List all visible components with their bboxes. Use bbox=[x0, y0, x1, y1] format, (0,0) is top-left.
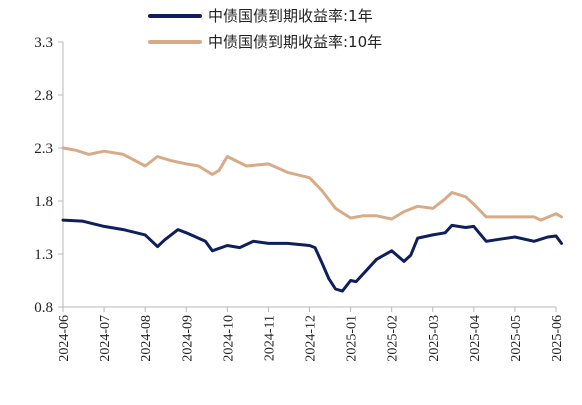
y-tick-label: 3.3 bbox=[34, 35, 53, 51]
x-tick-label: 2024-08 bbox=[139, 315, 154, 362]
x-tick-label: 2024-07 bbox=[98, 315, 113, 362]
y-tick-label: 0.8 bbox=[34, 300, 53, 316]
x-tick-label: 2025-06 bbox=[550, 315, 565, 362]
x-tick-label: 2025-03 bbox=[427, 315, 442, 362]
y-tick-label: 2.3 bbox=[34, 141, 53, 157]
x-tick-label: 2024-10 bbox=[221, 315, 236, 362]
x-tick-label: 2024-12 bbox=[304, 315, 319, 362]
legend-label-1y: 中债国债到期收益率:1年 bbox=[208, 7, 373, 25]
y-tick-label: 1.8 bbox=[34, 194, 53, 210]
axes: 3.3 2.8 2.3 1.8 1.3 0.8 2024-06 2024-07 2024-08 2… bbox=[34, 35, 565, 362]
x-tick-label: 2025-05 bbox=[509, 315, 524, 362]
x-tick-label: 2025-04 bbox=[468, 315, 483, 362]
x-tick-label: 2024-09 bbox=[180, 315, 195, 362]
y-tick-label: 2.8 bbox=[34, 88, 53, 104]
y-tick-label: 1.3 bbox=[34, 247, 53, 263]
legend-label-10y: 中债国债到期收益率:10年 bbox=[208, 33, 382, 51]
x-tick-label: 2025-01 bbox=[345, 315, 360, 362]
x-tick-label: 2025-02 bbox=[386, 315, 401, 362]
x-tick-label: 2024-11 bbox=[262, 315, 277, 361]
x-tick-label: 2024-06 bbox=[57, 315, 72, 362]
series-line-10y bbox=[61, 146, 563, 222]
series-line-1y bbox=[61, 218, 563, 293]
series-group bbox=[61, 146, 563, 293]
legend: 中债国债到期收益率:1年 中债国债到期收益率:10年 bbox=[148, 7, 382, 51]
